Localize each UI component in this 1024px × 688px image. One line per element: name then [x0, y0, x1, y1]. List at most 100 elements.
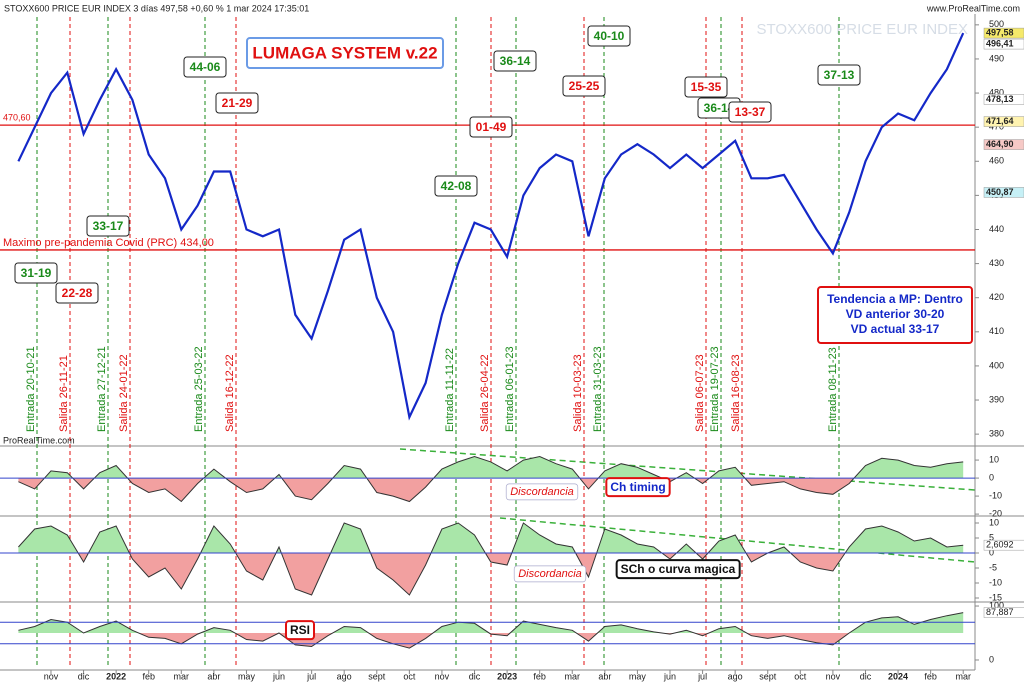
signal-box-label: 33-17: [93, 219, 124, 233]
y-tick-label: -20: [989, 508, 1002, 518]
price-label-box: [983, 116, 1024, 127]
annotation-box: [513, 565, 587, 583]
y-tick-label: 390: [989, 394, 1004, 404]
y-tick-label: 420: [989, 292, 1004, 302]
x-tick-label: abr: [598, 671, 611, 681]
x-tick-label: dic: [78, 671, 90, 681]
x-tick-label: ago: [728, 671, 743, 681]
x-tick-label: may: [629, 671, 647, 681]
price-label-box: [983, 27, 1024, 39]
signal-label: Salida 10-03-23: [572, 354, 584, 432]
y-tick-label: 100: [989, 600, 1004, 610]
signal-box: [14, 262, 58, 284]
signal-box-label: 36-14: [704, 101, 735, 115]
annotation-box: [284, 620, 316, 641]
y-tick-label: 500: [989, 19, 1004, 29]
last-value-label: 2,6092: [986, 540, 1014, 550]
signal-label: Entrada 27-12-21: [96, 346, 108, 432]
credit: ProRealTime.com: [3, 435, 75, 445]
signal-box: [215, 92, 259, 114]
signal-label: Salida 16-12-22: [224, 354, 236, 432]
x-tick-label: mar: [565, 671, 581, 681]
signal-box: [434, 175, 478, 197]
last-value-label: 87,887: [986, 607, 1014, 617]
trend-line: [399, 448, 976, 491]
x-tick-label: 2022: [106, 671, 126, 681]
annotation: Discordancia: [518, 568, 582, 580]
signal-label: Entrada 11-11-22: [444, 348, 456, 432]
x-tick-label: oct: [794, 671, 807, 681]
signal-box: [493, 50, 537, 72]
x-tick-label: sept: [368, 671, 386, 681]
x-tick-label: mar: [955, 671, 971, 681]
price-label: 496,41: [986, 38, 1014, 48]
x-tick-label: jun: [663, 671, 676, 681]
header-title: STOXX600 PRICE EUR INDEX 3 días 497,58 +…: [4, 3, 309, 13]
signal-label: Salida 26-11-21: [58, 355, 70, 432]
x-tick-label: sept: [759, 671, 777, 681]
y-tick-label: -15: [989, 592, 1002, 602]
signal-label: Entrada 06-01-23: [504, 346, 516, 432]
annotation: RSI: [290, 623, 310, 637]
negative-area: [18, 553, 964, 595]
last-value-box: [983, 607, 1024, 618]
y-tick-label: 10: [989, 454, 999, 464]
price-label-box: [983, 139, 1024, 150]
y-tick-label: 460: [989, 156, 1004, 166]
y-tick-label: 10: [989, 517, 999, 527]
signal-box-label: 36-14: [500, 54, 531, 68]
signal-label: Salida 26-04-22: [479, 354, 491, 432]
signal-box-label: 01-49: [476, 120, 507, 134]
x-tick-label: dic: [469, 671, 481, 681]
price-label-box: [983, 38, 1024, 50]
y-tick-label: 380: [989, 429, 1004, 439]
signal-box-label: 22-28: [62, 286, 93, 300]
x-tick-label: 2023: [497, 671, 517, 681]
watermark: STOXX600 PRICE EUR INDEX: [757, 21, 968, 38]
signal-label: Entrada 08-11-23: [827, 347, 839, 432]
signal-box: [817, 64, 861, 86]
x-tick-label: abr: [207, 671, 220, 681]
signal-box-label: 15-35: [691, 80, 722, 94]
price-label: 497,58: [986, 27, 1014, 37]
signal-box-label: 44-06: [190, 60, 221, 74]
x-tick-label: jul: [306, 671, 316, 681]
site: www.ProRealTime.com: [926, 3, 1020, 13]
signal-label: Salida 16-08-23: [730, 354, 742, 432]
signal-label: Entrada 20-10-21: [25, 346, 37, 432]
x-tick-label: dic: [860, 671, 872, 681]
y-tick-label: 400: [989, 360, 1004, 370]
annotation-box: [615, 559, 741, 580]
x-tick-label: feb: [533, 671, 546, 681]
x-tick-label: feb: [924, 671, 937, 681]
x-tick-label: 2024: [888, 671, 908, 681]
info-line: Tendencia a MP: Dentro: [827, 292, 963, 306]
signal-box: [684, 76, 728, 98]
signal-label: Salida 06-07-23: [694, 354, 706, 432]
price-line: [17, 32, 965, 421]
last-value-box: [983, 539, 1024, 551]
price-label-box: [983, 187, 1024, 198]
negative-area: [18, 633, 964, 649]
price-label: 464,90: [986, 139, 1014, 149]
annotation: Discordancia: [510, 486, 574, 498]
indicator-line: [18, 612, 964, 649]
signal-box: [728, 101, 772, 123]
signal-box-label: 40-10: [594, 29, 625, 43]
signal-label: Entrada 19-07-23: [709, 346, 721, 432]
y-tick-label: 430: [989, 258, 1004, 268]
x-tick-label: nov: [435, 671, 450, 681]
system-box: [246, 37, 444, 69]
y-tick-label: 0: [989, 547, 994, 557]
y-tick-label: -10: [989, 577, 1002, 587]
x-tick-label: nov: [44, 671, 59, 681]
signal-label: Salida 24-01-22: [118, 354, 130, 432]
level-label: 470,60: [3, 112, 31, 122]
price-label: 478,13: [986, 94, 1014, 104]
price-label-box: [983, 94, 1024, 105]
y-tick-label: 0: [989, 654, 994, 664]
signal-box: [183, 56, 227, 78]
x-tick-label: may: [238, 671, 256, 681]
y-tick-label: -10: [989, 490, 1002, 500]
annotation-box: [605, 477, 671, 498]
